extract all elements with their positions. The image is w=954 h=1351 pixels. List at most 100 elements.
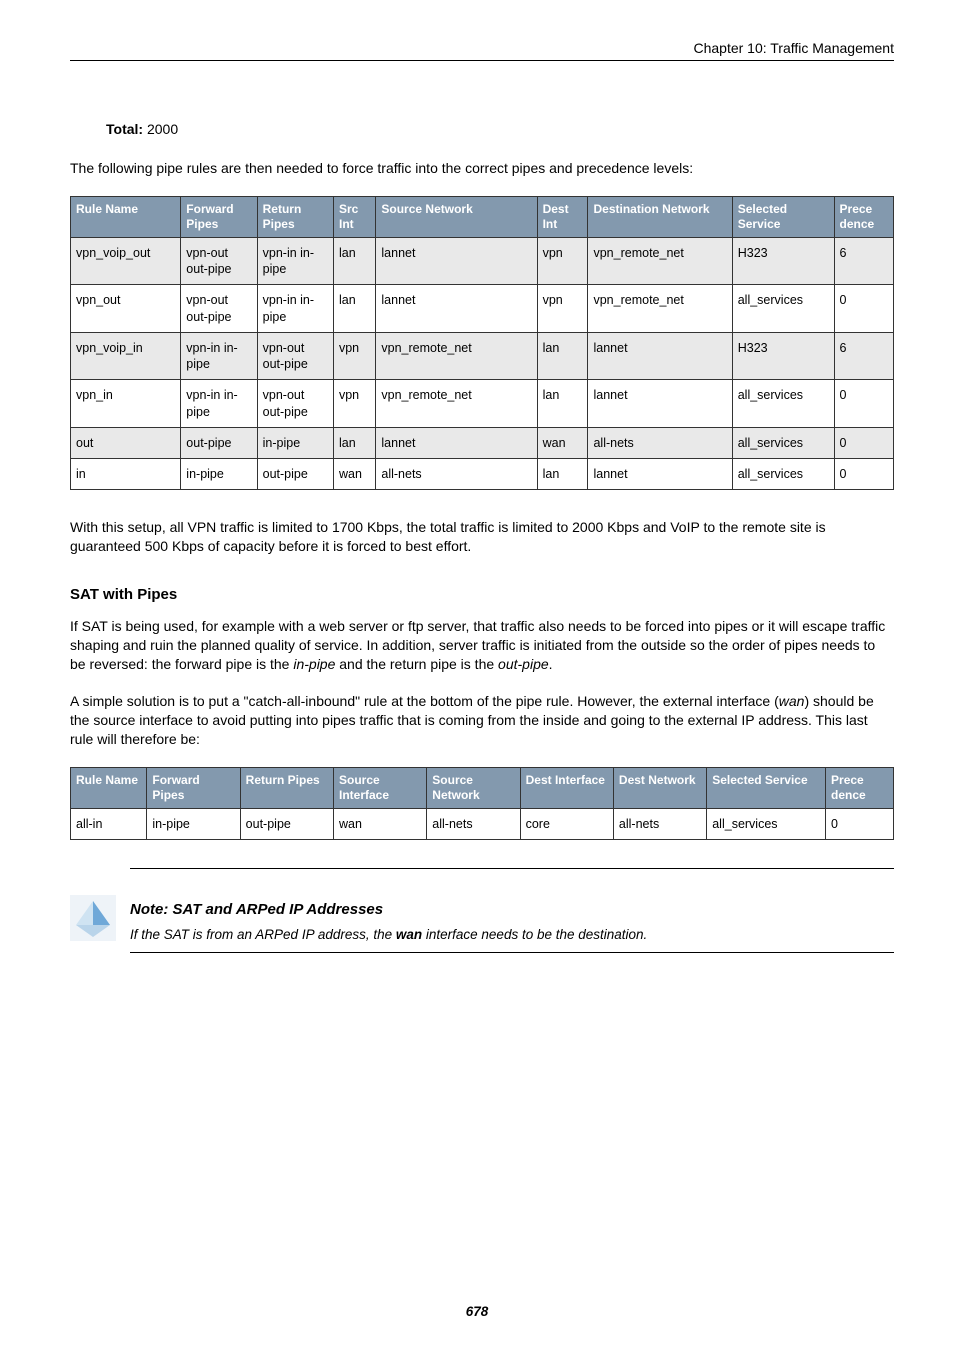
column-header: Source Interface xyxy=(333,767,426,808)
table-cell: all_services xyxy=(732,459,834,490)
text: . xyxy=(549,656,553,672)
table-row: outout-pipein-pipelanlannetwanall-netsal… xyxy=(71,427,894,458)
table-cell: lannet xyxy=(376,237,537,285)
sat-heading: SAT with Pipes xyxy=(70,586,894,603)
table-cell: lan xyxy=(537,332,588,380)
table-cell: 0 xyxy=(826,808,894,839)
column-header: Dest Int xyxy=(537,196,588,237)
column-header: Selected Service xyxy=(732,196,834,237)
table-cell: 0 xyxy=(834,427,893,458)
column-header: Source Network xyxy=(427,767,520,808)
table-cell: vpn_remote_net xyxy=(376,380,537,428)
table-cell: lannet xyxy=(376,285,537,333)
table-cell: vpn_out xyxy=(71,285,181,333)
total-value: 2000 xyxy=(147,121,178,137)
table-cell: vpn xyxy=(537,285,588,333)
note-block: Note: SAT and ARPed IP Addresses If the … xyxy=(70,868,894,953)
table-cell: vpn_voip_out xyxy=(71,237,181,285)
table-cell: in xyxy=(71,459,181,490)
column-header: Rule Name xyxy=(71,196,181,237)
table-cell: all-nets xyxy=(427,808,520,839)
total-label: Total: xyxy=(106,121,143,137)
table-cell: lannet xyxy=(376,427,537,458)
table-cell: vpn-out out-pipe xyxy=(257,380,333,428)
italic-term-in-pipe: in-pipe xyxy=(293,656,335,672)
table-cell: all-nets xyxy=(613,808,706,839)
table-cell: vpn xyxy=(333,380,375,428)
table-cell: wan xyxy=(537,427,588,458)
note-body: If the SAT is from an ARPed IP address, … xyxy=(130,926,894,944)
table-cell: vpn_in xyxy=(71,380,181,428)
table-cell: out-pipe xyxy=(257,459,333,490)
table-row: vpn_voip_outvpn-out out-pipevpn-in in-pi… xyxy=(71,237,894,285)
table-cell: vpn_remote_net xyxy=(588,237,732,285)
text: interface needs to be the destination. xyxy=(422,927,647,942)
column-header: Dest Network xyxy=(613,767,706,808)
table-cell: all_services xyxy=(732,427,834,458)
note-title: Note: SAT and ARPed IP Addresses xyxy=(130,901,894,918)
table-cell: 0 xyxy=(834,380,893,428)
table-cell: lannet xyxy=(588,459,732,490)
table-row: vpn_invpn-in in-pipevpn-out out-pipevpnv… xyxy=(71,380,894,428)
table-cell: vpn_remote_net xyxy=(376,332,537,380)
table-cell: 6 xyxy=(834,332,893,380)
table-cell: in-pipe xyxy=(181,459,257,490)
column-header: Selected Service xyxy=(707,767,826,808)
text: and the return pipe is the xyxy=(335,656,498,672)
intro-paragraph: The following pipe rules are then needed… xyxy=(70,159,894,178)
table-cell: all_services xyxy=(732,285,834,333)
table-cell: lan xyxy=(333,427,375,458)
total-line: Total: 2000 xyxy=(106,121,894,137)
column-header: Return Pipes xyxy=(257,196,333,237)
column-header: Prece dence xyxy=(826,767,894,808)
table-cell: 6 xyxy=(834,237,893,285)
column-header: Destination Network xyxy=(588,196,732,237)
sat-rule-table: Rule NameForward PipesReturn PipesSource… xyxy=(70,767,894,840)
sat-paragraph-1: If SAT is being used, for example with a… xyxy=(70,617,894,674)
table-cell: vpn-in in-pipe xyxy=(181,332,257,380)
table-cell: lan xyxy=(537,459,588,490)
table-cell: out-pipe xyxy=(181,427,257,458)
table-cell: all_services xyxy=(732,380,834,428)
table-cell: vpn-out out-pipe xyxy=(257,332,333,380)
table-cell: all-in xyxy=(71,808,147,839)
table-cell: vpn-in in-pipe xyxy=(181,380,257,428)
table-cell: vpn-in in-pipe xyxy=(257,285,333,333)
table-cell: lan xyxy=(333,285,375,333)
table-cell: wan xyxy=(333,808,426,839)
table-cell: in-pipe xyxy=(147,808,240,839)
table-cell: all_services xyxy=(707,808,826,839)
table-cell: vpn_voip_in xyxy=(71,332,181,380)
text: A simple solution is to put a "catch-all… xyxy=(70,693,779,709)
table-cell: 0 xyxy=(834,459,893,490)
table-row: all-inin-pipeout-pipewanall-netscoreall-… xyxy=(71,808,894,839)
table-row: vpn_voip_invpn-in in-pipevpn-out out-pip… xyxy=(71,332,894,380)
table-cell: out xyxy=(71,427,181,458)
column-header: Dest Interface xyxy=(520,767,613,808)
bold-term-wan: wan xyxy=(396,927,422,942)
table-cell: wan xyxy=(333,459,375,490)
column-header: Source Network xyxy=(376,196,537,237)
column-header: Forward Pipes xyxy=(147,767,240,808)
table-cell: out-pipe xyxy=(240,808,333,839)
table-cell: 0 xyxy=(834,285,893,333)
table-cell: all-nets xyxy=(376,459,537,490)
table-cell: vpn xyxy=(333,332,375,380)
italic-term-wan: wan xyxy=(779,693,805,709)
table-cell: vpn xyxy=(537,237,588,285)
italic-term-out-pipe: out-pipe xyxy=(498,656,549,672)
table-row: inin-pipeout-pipewanall-netslanlannetall… xyxy=(71,459,894,490)
note-rule-top xyxy=(130,868,894,869)
text: If the SAT is from an ARPed IP address, … xyxy=(130,927,396,942)
note-icon xyxy=(70,895,116,941)
table-cell: vpn-out out-pipe xyxy=(181,285,257,333)
table-cell: vpn-in in-pipe xyxy=(257,237,333,285)
page-number: 678 xyxy=(0,1304,954,1319)
column-header: Prece dence xyxy=(834,196,893,237)
after-table1-paragraph: With this setup, all VPN traffic is limi… xyxy=(70,518,894,556)
table-cell: vpn_remote_net xyxy=(588,285,732,333)
table-cell: H323 xyxy=(732,237,834,285)
running-header: Chapter 10: Traffic Management xyxy=(70,40,894,61)
note-rule-bottom xyxy=(130,952,894,953)
pipe-rules-table: Rule NameForward PipesReturn PipesSrc In… xyxy=(70,196,894,491)
